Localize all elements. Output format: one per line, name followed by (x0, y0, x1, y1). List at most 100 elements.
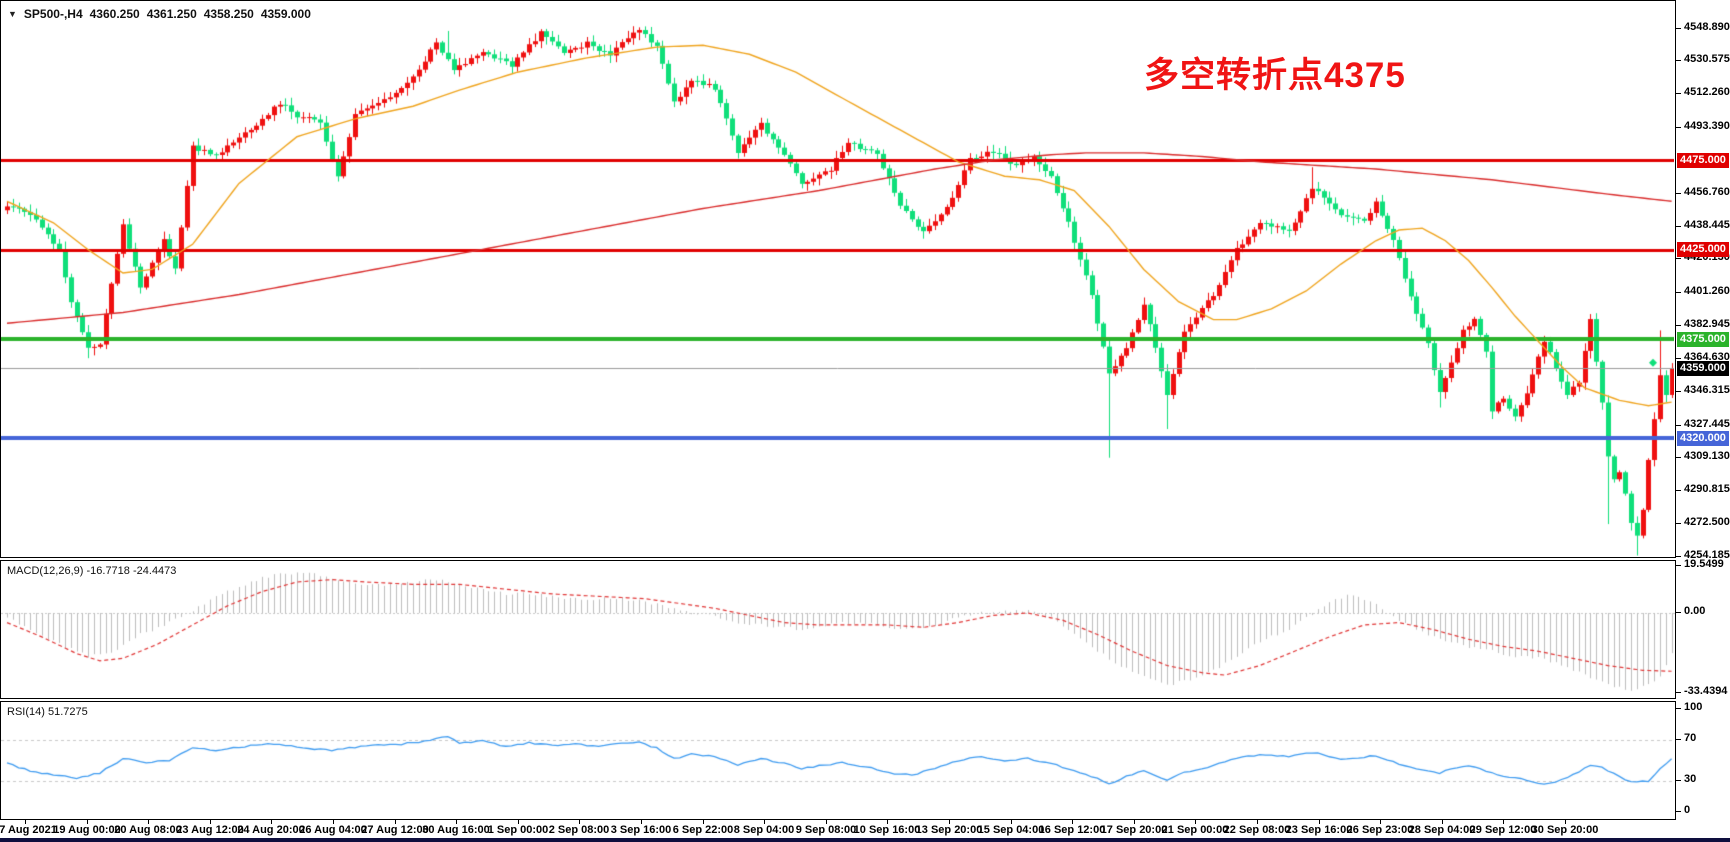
price-level-badge: 4425.000 (1677, 242, 1729, 257)
price-tick-label: 4254.185 (1684, 549, 1730, 561)
price-tick-tick (1676, 226, 1681, 227)
rsi-canvas[interactable] (1, 702, 1675, 819)
price-tick-label: 4346.315 (1684, 384, 1730, 396)
time-tick (826, 820, 827, 824)
date-label: 16 Sep 12:00 (1038, 824, 1106, 836)
price-level-badge: 4359.000 (1677, 361, 1729, 376)
price-panel: ▼ SP500-,H4 4360.250 4361.250 4358.250 4… (0, 0, 1676, 558)
macd-canvas[interactable] (1, 561, 1675, 698)
price-tick-label: 4512.260 (1684, 86, 1730, 98)
rsi-tick-tick (1676, 811, 1681, 812)
price-tick-tick (1676, 292, 1681, 293)
time-tick (456, 820, 457, 824)
time-tick (1257, 820, 1258, 824)
date-label: 1 Sep 00:00 (487, 824, 549, 836)
price-level-badge: 4375.000 (1677, 332, 1729, 347)
price-tick-label: 4456.760 (1684, 186, 1730, 198)
price-tick-tick (1676, 325, 1681, 326)
price-tick-label: 4290.815 (1684, 483, 1730, 495)
date-label: 9 Sep 08:00 (795, 824, 857, 836)
price-tick-tick (1676, 523, 1681, 524)
time-tick (271, 820, 272, 824)
time-tick (210, 820, 211, 824)
time-tick (333, 820, 334, 824)
date-label: 17 Sep 20:00 (1100, 824, 1168, 836)
time-tick (887, 820, 888, 824)
price-level-badge: 4320.000 (1677, 431, 1729, 446)
rsi-tick-label: 0 (1684, 804, 1691, 816)
date-label: 20 Aug 08:00 (114, 824, 182, 836)
date-label: 17 Aug 2021 (0, 824, 57, 836)
date-label: 29 Sep 12:00 (1469, 824, 1537, 836)
date-label: 10 Sep 16:00 (853, 824, 921, 836)
time-tick (641, 820, 642, 824)
rsi-panel: RSI(14) 51.7275 (0, 701, 1676, 820)
macd-tick-label: 19.5499 (1684, 558, 1724, 570)
price-tick-tick (1676, 28, 1681, 29)
date-label: 30 Sep 20:00 (1531, 824, 1599, 836)
macd-tick-tick (1676, 565, 1681, 566)
macd-tick-tick (1676, 692, 1681, 693)
time-tick (1565, 820, 1566, 824)
price-tick-tick (1676, 93, 1681, 94)
chart-header: ▼ SP500-,H4 4360.250 4361.250 4358.250 4… (8, 7, 311, 21)
price-tick-tick (1676, 425, 1681, 426)
time-tick (764, 820, 765, 824)
rsi-tick-label: 100 (1684, 701, 1703, 713)
symbol-timeframe-label: SP500-,H4 (23, 7, 83, 21)
price-tick-label: 4401.260 (1684, 285, 1730, 297)
macd-main-value: -16.7718 (86, 565, 130, 577)
time-tick (395, 820, 396, 824)
annotation-text: 多空转折点4375 (1144, 56, 1406, 95)
date-label: 24 Aug 20:00 (237, 824, 305, 836)
price-tick-label: 4530.575 (1684, 53, 1730, 65)
price-tick-tick (1676, 193, 1681, 194)
time-tick (1195, 820, 1196, 824)
collapse-icon[interactable]: ▼ (8, 9, 17, 19)
time-tick (703, 820, 704, 824)
macd-tick-label: 0.00 (1684, 605, 1706, 617)
time-tick (1380, 820, 1381, 824)
date-label: 28 Sep 04:00 (1408, 824, 1476, 836)
date-label: 6 Sep 22:00 (672, 824, 734, 836)
price-tick-label: 4272.500 (1684, 516, 1730, 528)
date-label: 19 Aug 00:00 (53, 824, 121, 836)
date-label: 26 Aug 04:00 (299, 824, 367, 836)
time-tick (518, 820, 519, 824)
price-tick-label: 4309.130 (1684, 450, 1730, 462)
date-label: 22 Sep 08:00 (1223, 824, 1291, 836)
ohlc-high: 4361.250 (146, 7, 197, 21)
time-tick (1011, 820, 1012, 824)
rsi-indicator-label: RSI(14) 51.7275 (7, 706, 88, 718)
date-label: 13 Sep 20:00 (915, 824, 983, 836)
ohlc-close: 4359.000 (260, 7, 311, 21)
date-label: 3 Sep 16:00 (610, 824, 672, 836)
bottom-taskbar-edge (0, 838, 1730, 842)
date-label: 23 Sep 16:00 (1285, 824, 1353, 836)
price-tick-tick (1676, 457, 1681, 458)
time-tick (1503, 820, 1504, 824)
date-label: 21 Sep 00:00 (1161, 824, 1229, 836)
date-label: 23 Aug 12:00 (176, 824, 244, 836)
macd-signal-value: -24.4473 (132, 565, 177, 577)
date-label: 30 Aug 16:00 (422, 824, 490, 836)
macd-tick-tick (1676, 612, 1681, 613)
price-tick-tick (1676, 258, 1681, 259)
price-tick-label: 4493.390 (1684, 120, 1730, 132)
time-tick (579, 820, 580, 824)
date-label: 26 Sep 23:00 (1346, 824, 1414, 836)
price-tick-tick (1676, 391, 1681, 392)
macd-tick-label: -33.4394 (1684, 685, 1728, 697)
rsi-tick-label: 30 (1684, 773, 1697, 785)
time-tick (148, 820, 149, 824)
rsi-tick-tick (1676, 708, 1681, 709)
price-axis[interactable]: 4548.890 4530.575 4512.260 4493.390 4456.760… (1676, 0, 1730, 838)
rsi-tick-tick (1676, 780, 1681, 781)
rsi-value: 51.7275 (47, 706, 88, 718)
time-tick (1134, 820, 1135, 824)
macd-panel: MACD(12,26,9) -16.7718 -24.4473 (0, 560, 1676, 699)
time-tick (25, 820, 26, 824)
price-chart-canvas[interactable] (1, 1, 1674, 556)
price-tick-tick (1676, 490, 1681, 491)
